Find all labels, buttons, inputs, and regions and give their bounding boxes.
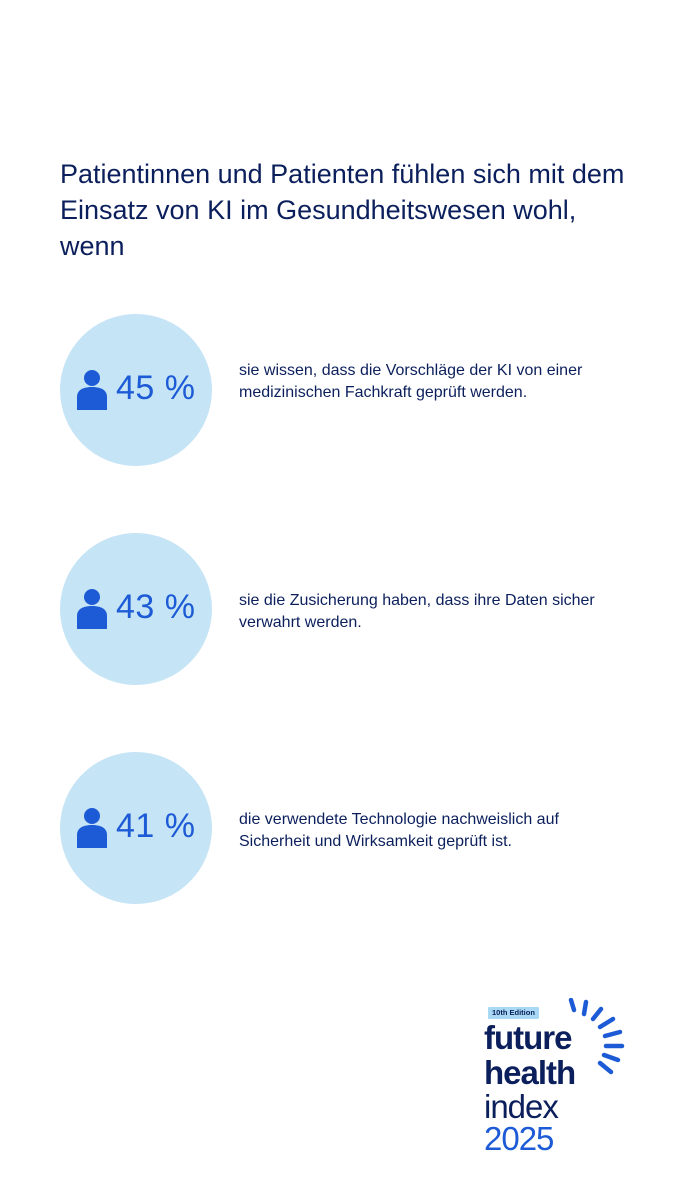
sunburst-rays-icon <box>568 998 625 1075</box>
stat-row: 43 % sie die Zusicherung haben, dass ihr… <box>60 533 660 685</box>
future-health-index-logo: 10th Edition future health index 2025 <box>484 998 634 1163</box>
stat-row: 41 % die verwendete Technologie nachweis… <box>60 752 660 904</box>
person-icon <box>77 808 107 848</box>
stat-description: sie wissen, dass die Vorschläge der KI v… <box>239 362 583 401</box>
logo-year: 2025 <box>484 1120 554 1157</box>
edition-badge: 10th Edition <box>488 1007 539 1019</box>
stat-row: 45 % sie wissen, dass die Vorschläge der… <box>60 314 660 466</box>
logo-word-index: index <box>484 1088 559 1125</box>
logo-word-health: health <box>484 1054 576 1091</box>
logo-word-future: future <box>484 1019 572 1056</box>
stat-circle: 43 % <box>60 533 212 685</box>
person-icon <box>77 589 107 629</box>
person-icon <box>77 370 107 410</box>
stat-circle: 41 % <box>60 752 212 904</box>
stat-description: die verwendete Technologie nachweislich … <box>239 811 559 850</box>
stat-percentage: 41 % <box>116 807 196 845</box>
stat-circle: 45 % <box>60 314 212 466</box>
stat-percentage: 43 % <box>116 588 196 626</box>
stat-description: sie die Zusicherung haben, dass ihre Dat… <box>239 592 595 631</box>
stat-percentage: 45 % <box>116 369 196 407</box>
page-title: Patientinnen und Patienten fühlen sich m… <box>60 159 625 261</box>
